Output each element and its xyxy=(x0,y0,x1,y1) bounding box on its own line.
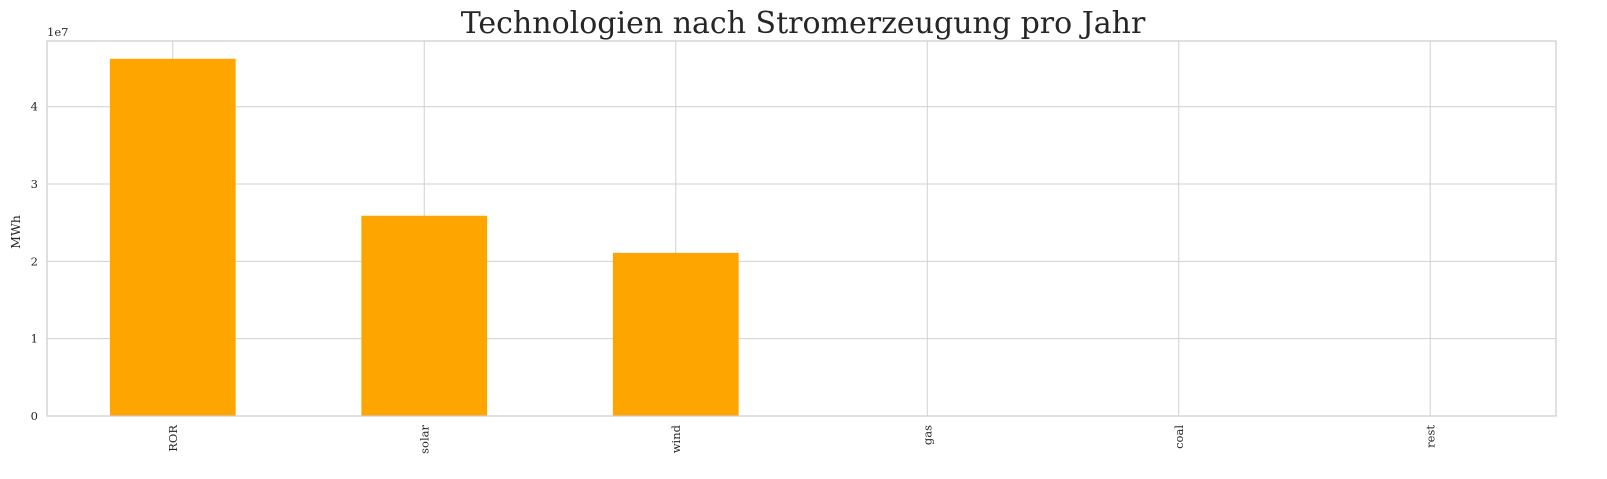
y-axis-label: MWh xyxy=(8,215,23,249)
y-offset-label: 1e7 xyxy=(47,25,68,39)
y-tick-label: 4 xyxy=(31,100,38,114)
chart-title: Technologien nach Stromerzeugung pro Jah… xyxy=(461,6,1146,41)
x-tick-label: rest xyxy=(1423,425,1437,448)
y-tick-label: 1 xyxy=(31,332,38,346)
x-tick-label: wind xyxy=(669,424,683,453)
bar-ror xyxy=(109,58,236,416)
y-tick-label: 3 xyxy=(31,177,38,191)
x-tick-label: coal xyxy=(1172,425,1186,449)
y-tick-label: 2 xyxy=(31,254,38,268)
x-tick-label: solar xyxy=(417,425,431,454)
x-tick-label: gas xyxy=(920,425,934,445)
bar-solar xyxy=(361,215,488,416)
x-tick-label: ROR xyxy=(166,425,180,452)
bar-wind xyxy=(612,252,739,416)
plot-frame xyxy=(46,40,1557,417)
y-tick-label: 0 xyxy=(31,409,38,423)
